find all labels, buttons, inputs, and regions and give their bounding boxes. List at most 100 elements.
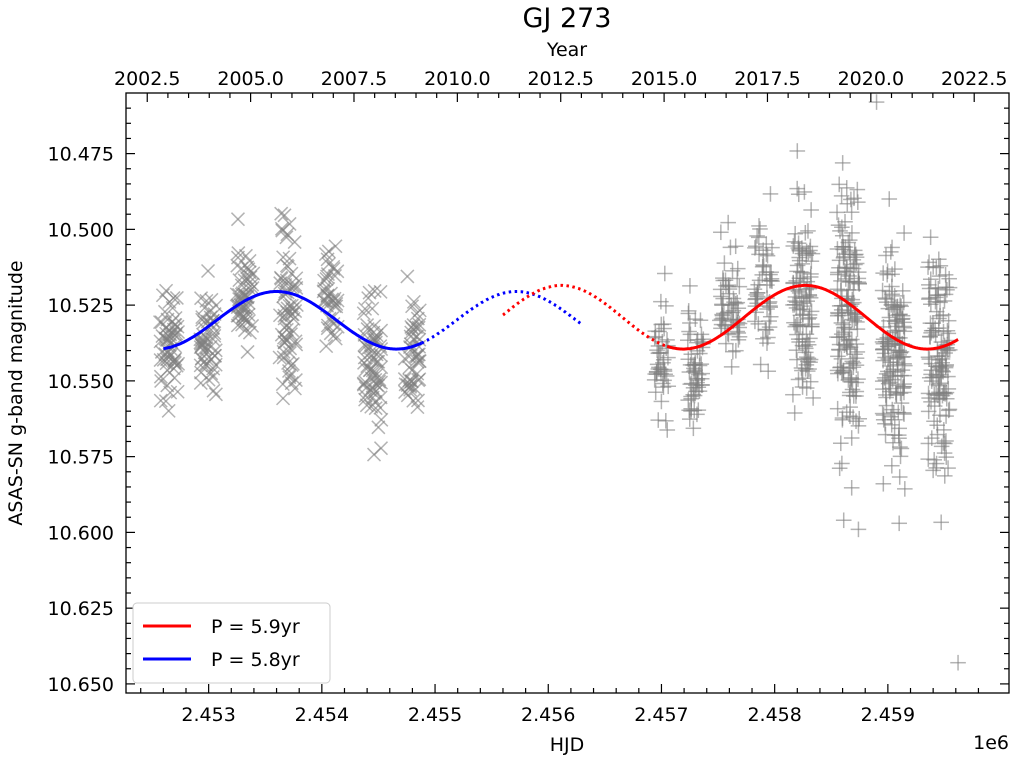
data-point bbox=[328, 331, 343, 346]
data-point bbox=[925, 462, 941, 479]
data-point bbox=[169, 290, 184, 305]
data-point bbox=[686, 363, 702, 380]
data-point bbox=[205, 320, 220, 336]
data-point bbox=[166, 291, 181, 306]
tick-layer bbox=[126, 93, 1009, 693]
data-point bbox=[363, 383, 378, 398]
data-point bbox=[397, 351, 412, 366]
data-point bbox=[730, 325, 747, 341]
fit-curve-solid-1 bbox=[666, 283, 959, 351]
data-point bbox=[327, 327, 342, 342]
data-point bbox=[277, 334, 292, 349]
data-point bbox=[940, 312, 957, 329]
data-point bbox=[894, 283, 911, 299]
data-point bbox=[930, 368, 946, 385]
data-point bbox=[803, 202, 819, 218]
data-point bbox=[646, 372, 663, 388]
data-point bbox=[649, 342, 665, 358]
data-point bbox=[920, 451, 937, 467]
data-point bbox=[928, 289, 944, 306]
data-point bbox=[402, 360, 417, 375]
data-point bbox=[831, 342, 848, 358]
data-point bbox=[833, 188, 850, 204]
data-point bbox=[786, 314, 802, 331]
data-point bbox=[410, 400, 425, 415]
data-point bbox=[878, 366, 895, 382]
x-tick-label: 2.456 bbox=[521, 704, 575, 726]
data-point bbox=[760, 363, 777, 380]
x-tick-label: 2.454 bbox=[295, 704, 349, 726]
data-point bbox=[892, 344, 908, 361]
top-x-tick-label: 2015.0 bbox=[631, 68, 697, 90]
data-point bbox=[279, 273, 294, 288]
data-point bbox=[786, 233, 803, 250]
data-point bbox=[893, 395, 910, 411]
data-point bbox=[922, 329, 938, 345]
data-point bbox=[367, 283, 382, 298]
scatter-layer bbox=[152, 94, 966, 671]
data-point bbox=[941, 401, 958, 418]
data-point bbox=[922, 271, 939, 288]
data-point bbox=[926, 398, 943, 414]
x-axis-label: HJD bbox=[550, 734, 585, 756]
data-point bbox=[928, 259, 945, 276]
data-point bbox=[288, 277, 303, 292]
top-x-tick-label: 2010.0 bbox=[424, 68, 490, 90]
data-point bbox=[326, 261, 341, 276]
data-point bbox=[883, 417, 900, 433]
data-point bbox=[762, 186, 779, 202]
data-point bbox=[795, 317, 811, 334]
data-point bbox=[209, 298, 224, 313]
data-point bbox=[790, 371, 807, 388]
data-point bbox=[874, 373, 891, 389]
data-point bbox=[928, 460, 944, 476]
data-point bbox=[789, 351, 805, 368]
data-point bbox=[797, 340, 814, 357]
data-point bbox=[373, 441, 389, 456]
data-point bbox=[648, 363, 665, 380]
data-point bbox=[789, 143, 806, 159]
data-point bbox=[801, 286, 818, 303]
y-tick-label: 10.600 bbox=[48, 522, 114, 544]
data-point bbox=[838, 259, 855, 276]
data-point bbox=[841, 387, 858, 404]
data-point bbox=[166, 354, 181, 369]
data-point bbox=[280, 227, 295, 242]
data-point bbox=[930, 387, 946, 404]
data-point bbox=[747, 240, 763, 256]
data-point bbox=[880, 351, 897, 367]
data-point bbox=[889, 299, 905, 315]
data-point bbox=[154, 373, 169, 389]
data-point bbox=[923, 394, 939, 410]
data-point bbox=[655, 316, 672, 332]
data-point bbox=[208, 348, 223, 363]
data-point bbox=[685, 380, 702, 396]
data-point bbox=[196, 341, 212, 356]
data-point bbox=[163, 385, 178, 400]
data-point bbox=[941, 270, 957, 287]
data-point bbox=[720, 214, 736, 231]
data-point bbox=[278, 318, 294, 333]
data-point bbox=[365, 301, 380, 316]
data-point bbox=[655, 354, 671, 371]
data-point bbox=[882, 367, 899, 384]
data-point bbox=[893, 440, 910, 457]
data-point bbox=[409, 320, 424, 335]
data-point bbox=[923, 322, 940, 339]
data-point bbox=[939, 322, 956, 339]
data-point bbox=[841, 274, 858, 290]
data-point bbox=[921, 390, 937, 406]
data-point bbox=[843, 191, 859, 208]
data-point bbox=[194, 291, 209, 306]
data-point bbox=[158, 394, 173, 409]
x-tick-label: 2.459 bbox=[861, 704, 915, 726]
data-point bbox=[896, 323, 913, 340]
data-point bbox=[936, 468, 953, 484]
data-point bbox=[320, 252, 335, 267]
x-tick-label: 2.457 bbox=[634, 704, 688, 726]
data-point bbox=[758, 322, 775, 338]
data-point bbox=[850, 521, 867, 538]
data-point bbox=[844, 353, 861, 370]
data-point bbox=[874, 282, 891, 299]
data-point bbox=[406, 294, 421, 309]
